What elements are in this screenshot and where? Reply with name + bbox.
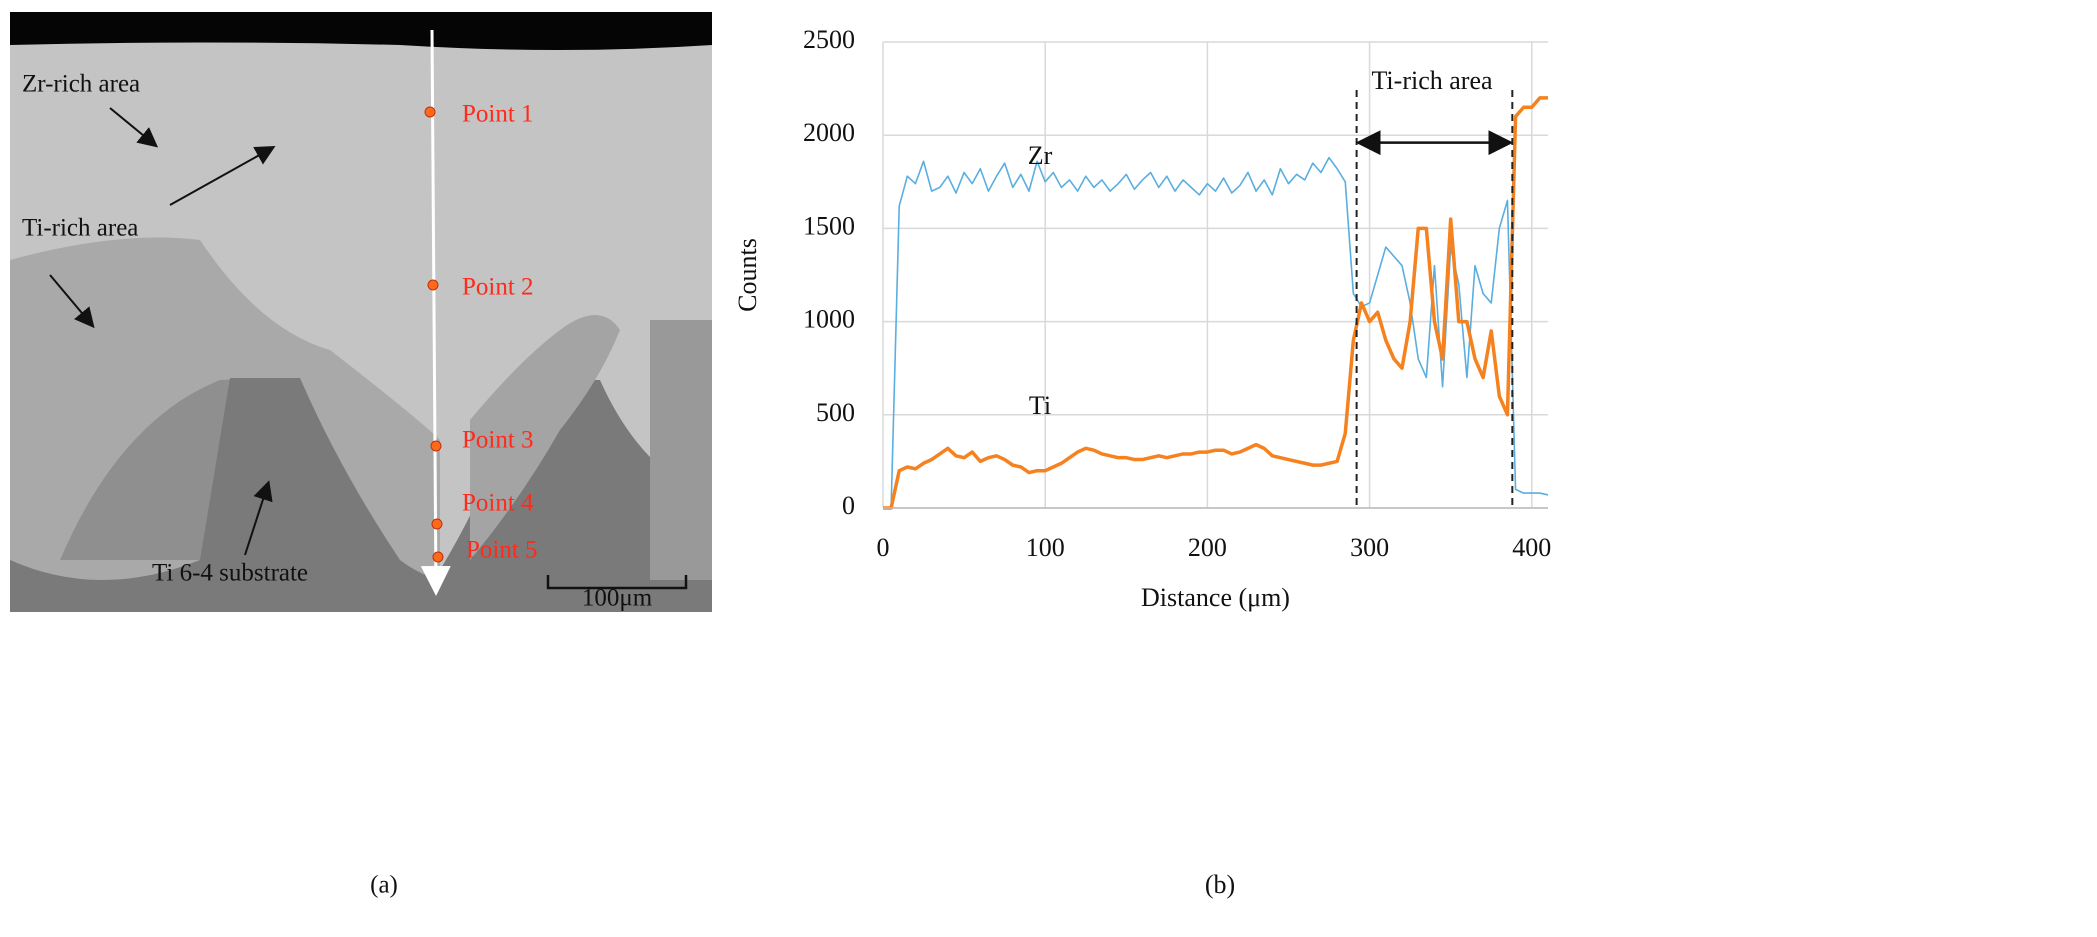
point-label: Point 5: [466, 537, 538, 564]
label: Zr-rich area: [22, 71, 140, 98]
y-axis-label: Counts: [733, 238, 762, 312]
x-tick-label: 300: [1350, 533, 1389, 562]
annotation: Ti-rich area: [1371, 66, 1493, 95]
data-line: [883, 96, 1548, 510]
point-label: Point 3: [462, 427, 534, 454]
annotation: Ti: [1029, 391, 1051, 420]
y-tick-label: 2000: [803, 118, 855, 147]
x-tick-label: 100: [1026, 533, 1065, 562]
sem-image: [10, 12, 712, 612]
caption: (a): [370, 872, 398, 899]
x-tick-label: 200: [1188, 533, 1227, 562]
scale-label: 100μm: [582, 585, 653, 612]
x-tick-label: 400: [1512, 533, 1551, 562]
y-tick-label: 1000: [803, 305, 855, 334]
caption: (b): [1205, 870, 1235, 899]
scan-line: [420, 29, 451, 596]
label: Ti-rich area: [22, 215, 138, 242]
x-tick-label: 0: [877, 533, 890, 562]
y-tick-label: 500: [816, 398, 855, 427]
point-label: Point 4: [462, 490, 534, 517]
y-tick-label: 0: [842, 491, 855, 520]
x-axis-label: Distance (μm): [1141, 583, 1290, 612]
scale-bar: [546, 575, 688, 590]
data-line: [883, 156, 1549, 509]
y-tick-label: 1500: [803, 211, 855, 240]
label-arrows: [49, 107, 276, 556]
point-label: Point 1: [462, 101, 534, 128]
label: Ti 6-4 substrate: [152, 560, 308, 587]
y-tick-label: 2500: [803, 25, 855, 54]
point-markers: [424, 106, 444, 563]
line-chart: 0 500 1000 1500 2000 2500 0 100 200 300 400 Distanc…: [733, 25, 1551, 899]
annotation: Zr: [1028, 141, 1053, 170]
point-label: Point 2: [462, 274, 534, 301]
